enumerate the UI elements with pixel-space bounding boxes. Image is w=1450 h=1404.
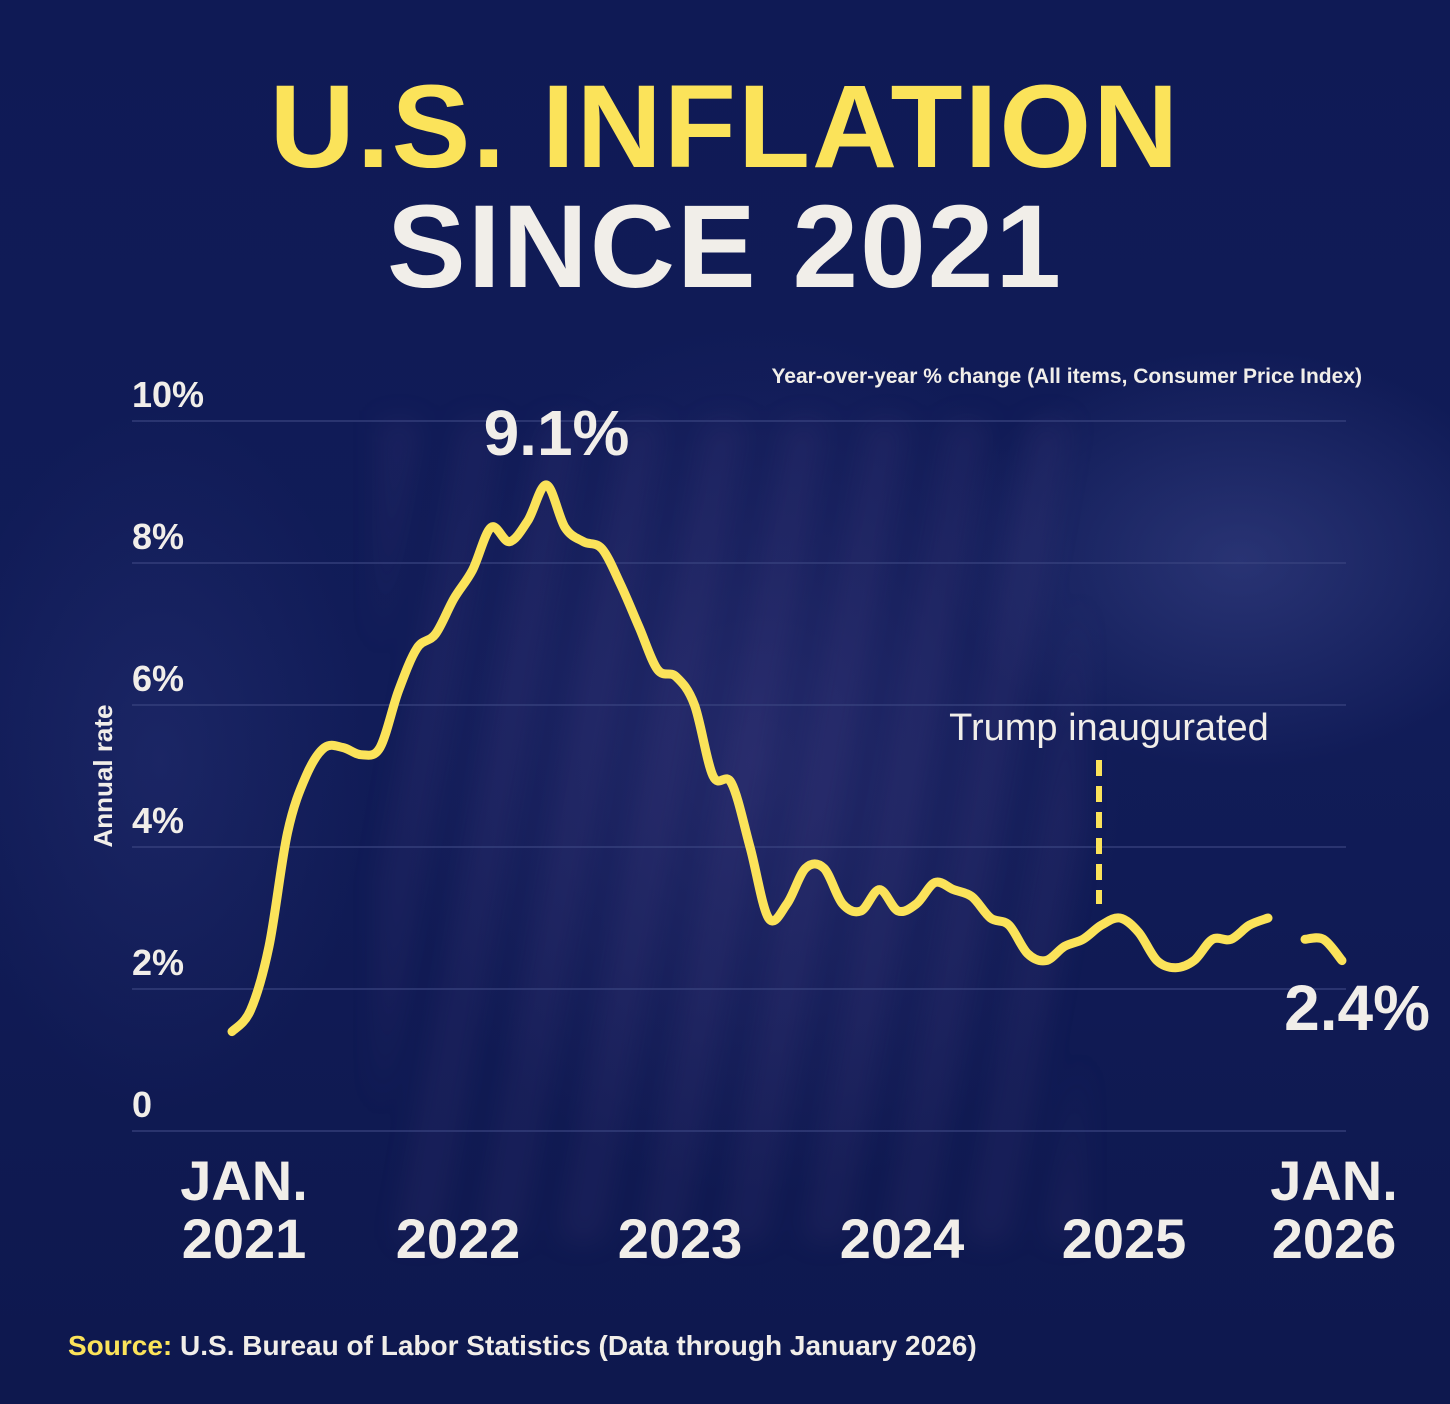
x-tick-label-line1: JAN.: [180, 1149, 308, 1212]
series-line-segment: [227, 480, 1273, 1037]
y-tick-label: 6%: [132, 658, 184, 699]
data-labels: 9.1% 2.4%: [484, 397, 1430, 1044]
chart-title-line2: SINCE 2021: [387, 181, 1063, 313]
y-axis-ticks: 0 2% 4% 6% 8% 10%: [132, 374, 204, 1125]
x-tick-label: 2025: [1062, 1207, 1187, 1270]
x-tick-label: 2022: [396, 1207, 521, 1270]
chart-subtitle: Year-over-year % change (All items, Cons…: [771, 365, 1362, 388]
y-tick-label: 2%: [132, 942, 184, 983]
source-text: U.S. Bureau of Labor Statistics (Data th…: [180, 1330, 977, 1361]
series-line: [227, 480, 1347, 1037]
event-annotation: Trump inaugurated: [949, 707, 1269, 904]
y-tick-label: 0: [132, 1084, 152, 1125]
x-tick-label: 2024: [840, 1207, 965, 1270]
x-tick-label: 2023: [618, 1207, 743, 1270]
y-axis-label: Annual rate: [88, 704, 118, 847]
x-tick-label: 2026: [1272, 1207, 1397, 1270]
x-tick-label-line1: JAN.: [1270, 1149, 1398, 1212]
peak-value-label: 9.1%: [484, 397, 630, 469]
y-tick-label: 8%: [132, 516, 184, 557]
latest-value-label: 2.4%: [1284, 972, 1430, 1044]
y-tick-label: 10%: [132, 374, 204, 415]
source-note: Source: U.S. Bureau of Labor Statistics …: [68, 1330, 977, 1362]
chart-title-line1: U.S. INFLATION: [269, 61, 1181, 193]
y-tick-label: 4%: [132, 800, 184, 841]
x-tick-label: 2021: [182, 1207, 307, 1270]
series-line-segment: [1300, 933, 1347, 966]
event-marker-label: Trump inaugurated: [949, 707, 1269, 749]
grid-lines: [132, 420, 1346, 1132]
background-flag-stripes: [380, 420, 1080, 1240]
source-label: Source:: [68, 1330, 173, 1361]
